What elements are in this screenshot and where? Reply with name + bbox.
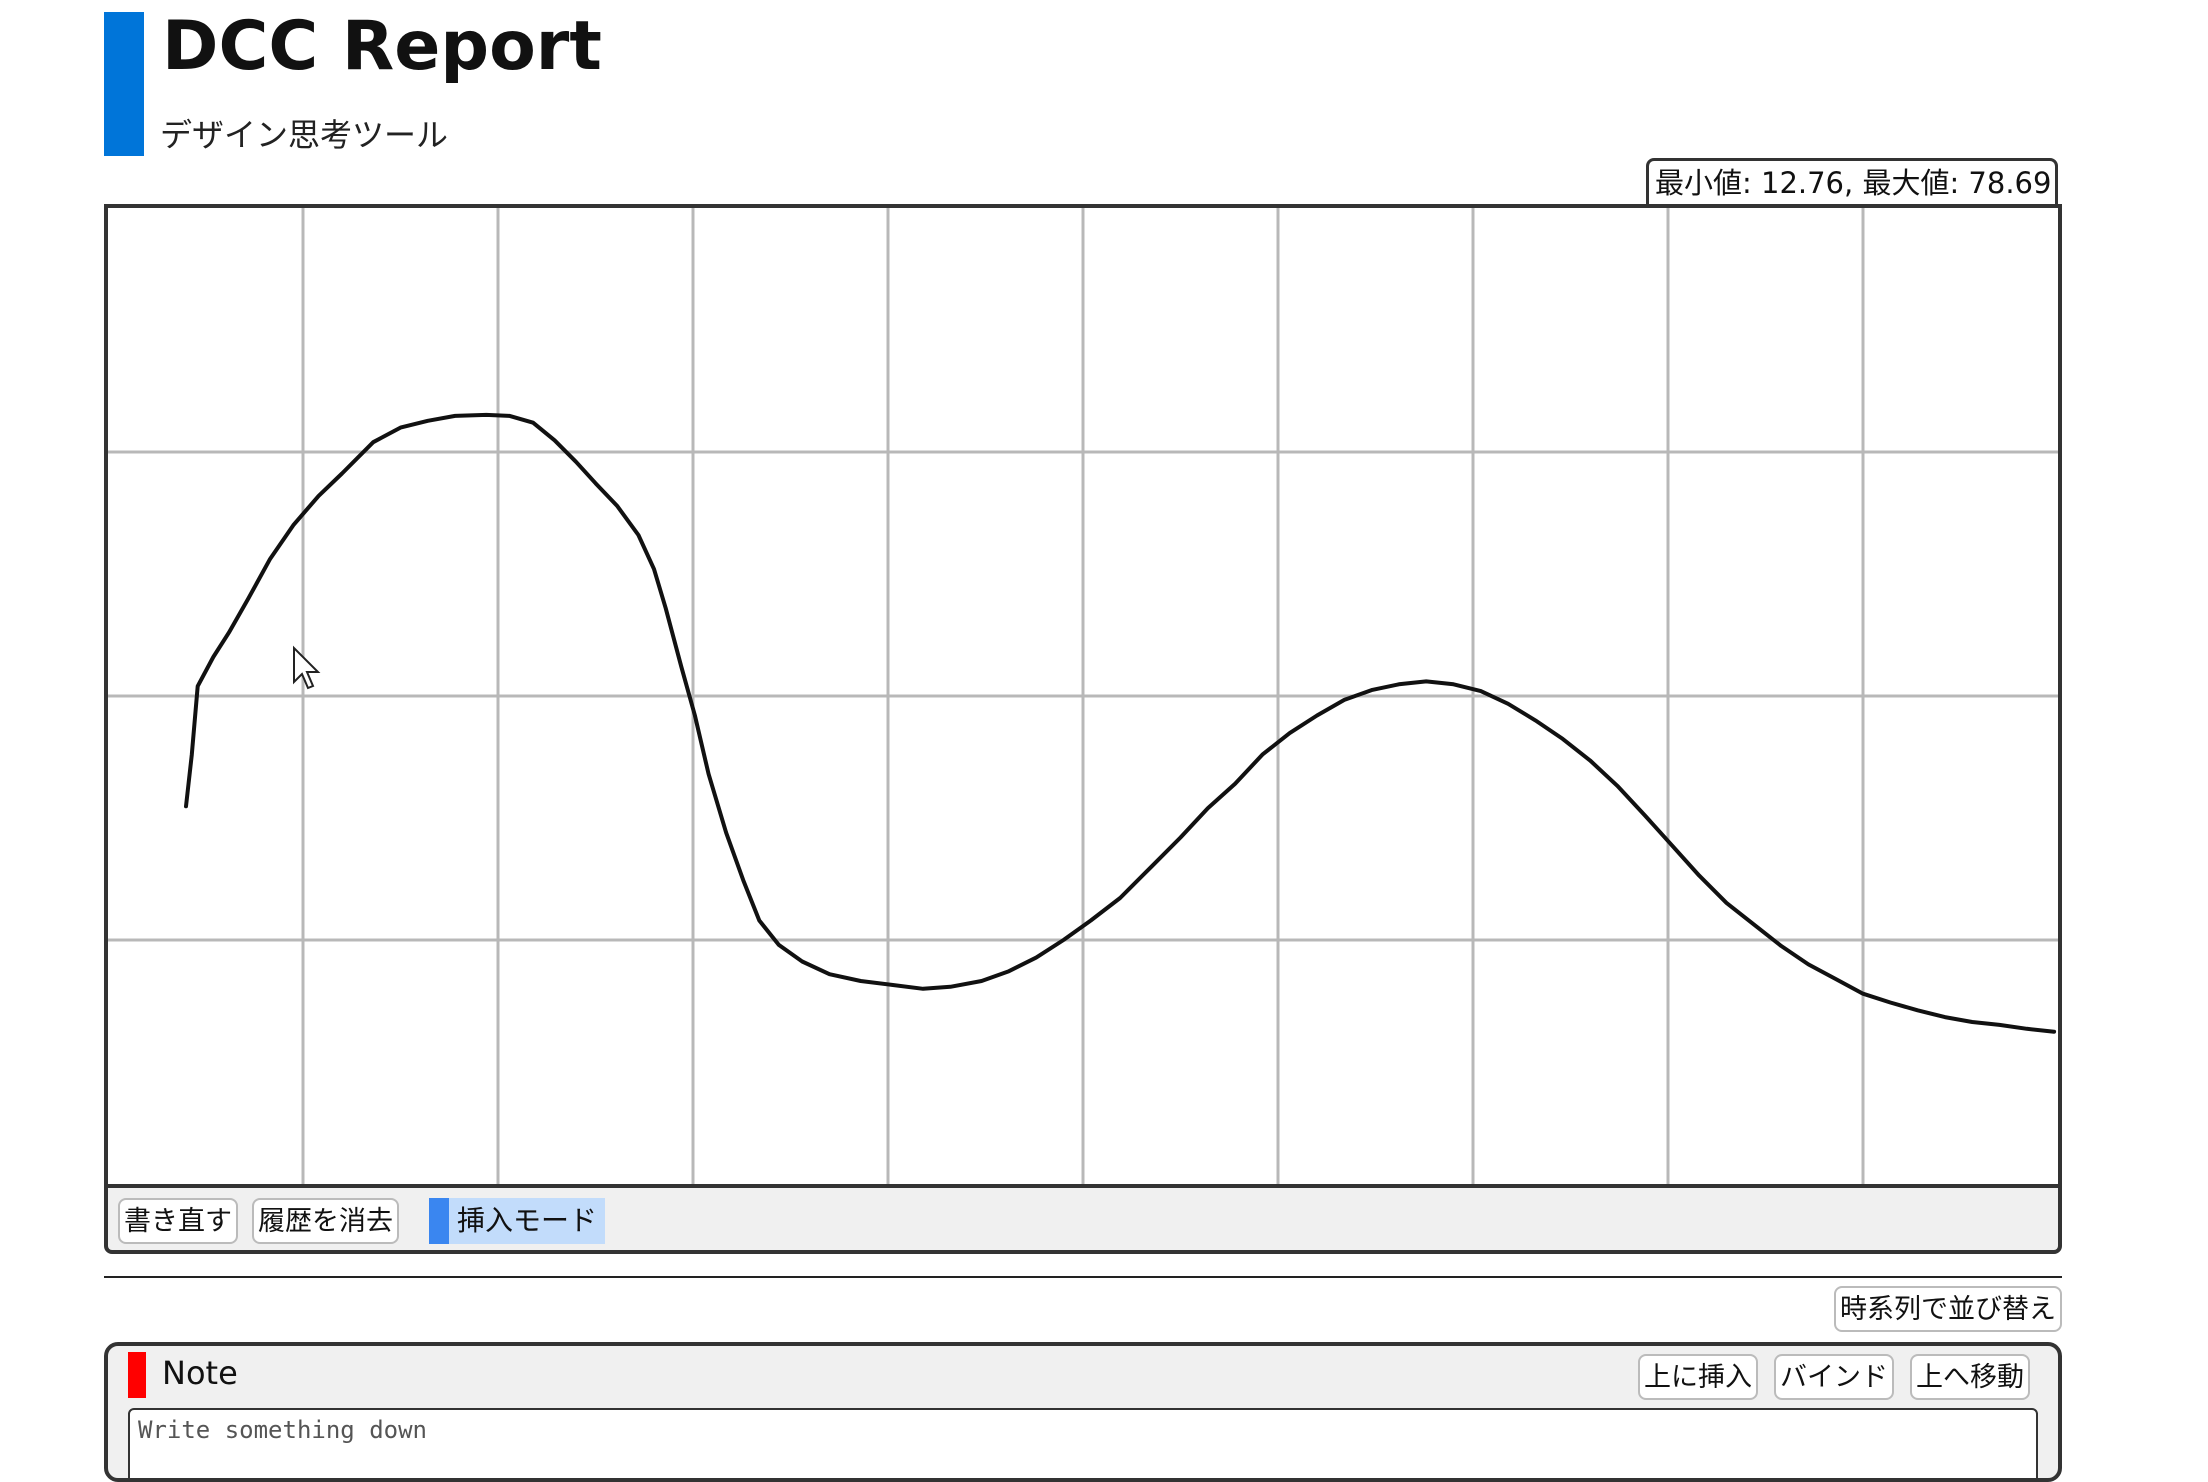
note-color-marker [128, 1352, 146, 1398]
clear-history-button[interactable]: 履歴を消去 [252, 1198, 399, 1244]
note-input[interactable] [128, 1408, 2038, 1478]
curve-line [184, 412, 2057, 1034]
app-subtitle: デザイン思考ツール [160, 116, 449, 154]
sort-chronological-button[interactable]: 時系列で並び替え [1834, 1286, 2062, 1332]
drawing-canvas[interactable] [108, 208, 2058, 1184]
note-actions: 上に挿入 バインド 上へ移動 [1638, 1354, 2030, 1400]
header-accent-bar [104, 12, 144, 156]
section-divider [104, 1276, 2062, 1278]
move-up-button[interactable]: 上へ移動 [1910, 1354, 2030, 1400]
bind-button[interactable]: バインド [1774, 1354, 1894, 1400]
plot-bottom-border [108, 1184, 2058, 1188]
mouse-pointer-icon [293, 645, 321, 690]
insert-mode-toggle[interactable]: 挿入モード [429, 1198, 606, 1244]
insert-mode-label: 挿入モード [449, 1198, 606, 1244]
redraw-button[interactable]: 書き直す [118, 1198, 238, 1244]
note-card: Note 上に挿入 バインド 上へ移動 [104, 1342, 2062, 1482]
insert-above-button[interactable]: 上に挿入 [1638, 1354, 1758, 1400]
chart-toolbar: 書き直す 履歴を消去 挿入モード [118, 1196, 606, 1246]
app-title: DCC Report [162, 7, 602, 86]
min-max-readout: 最小値: 12.76, 最大値: 78.69 [1646, 158, 2058, 204]
chart-panel: 書き直す 履歴を消去 挿入モード [104, 204, 2062, 1254]
grid-lines [108, 208, 2058, 1184]
insert-mode-indicator [429, 1198, 449, 1244]
note-title: Note [162, 1354, 238, 1392]
